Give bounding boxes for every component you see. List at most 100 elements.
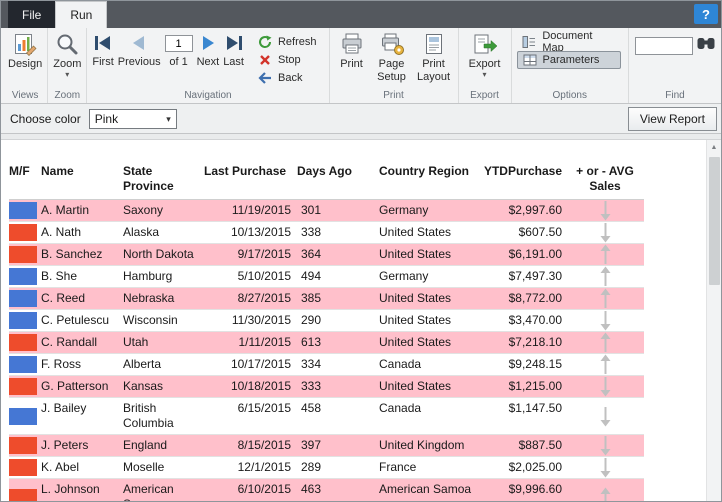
export-group-label: Export <box>470 90 499 101</box>
zoom-button[interactable]: Zoom ▾ <box>51 30 83 81</box>
previous-page-icon <box>131 32 147 54</box>
name-cell: C. Reed <box>41 291 86 305</box>
table-row: L. Johnson American Samoa 6/10/2015 463 … <box>9 479 644 501</box>
trend-arrow-icon <box>600 288 610 308</box>
next-page-label: Next <box>196 56 220 68</box>
export-label: Export <box>468 58 501 70</box>
last-page-label: Last <box>223 56 244 68</box>
options-group-label: Options <box>552 90 587 101</box>
design-button[interactable]: Design <box>6 30 44 73</box>
gender-color-box <box>9 437 37 454</box>
refresh-button[interactable]: Refresh <box>252 33 322 51</box>
vertical-scrollbar[interactable]: ▲ <box>706 140 721 501</box>
document-map-button[interactable]: Document Map <box>517 30 621 54</box>
page-number-input[interactable] <box>164 35 193 52</box>
design-label: Design <box>8 58 43 70</box>
choose-color-label: Choose color <box>10 111 81 126</box>
ytd-purchase-cell: $8,772.00 <box>508 291 562 305</box>
name-cell: B. She <box>41 269 78 283</box>
report-viewport: M/F Name State Province Last Purchase Da… <box>1 140 721 501</box>
stop-button[interactable]: Stop <box>252 51 322 69</box>
next-page-button[interactable]: Next <box>195 30 222 71</box>
ytd-purchase-cell: $887.50 <box>518 438 562 452</box>
gender-cell <box>9 356 41 373</box>
tab-run[interactable]: Run <box>55 1 108 28</box>
tab-strip: File Run ? <box>1 1 721 28</box>
gender-color-box <box>9 334 37 351</box>
zoom-icon <box>55 32 79 56</box>
country-region-cell: United States <box>379 313 452 327</box>
col-header-country: Country Region <box>379 164 469 178</box>
table-row: B. She Hamburg 5/10/2015 494 Germany $7,… <box>9 266 644 288</box>
print-label: Print <box>340 58 363 70</box>
ytd-purchase-cell: $3,470.00 <box>508 313 562 327</box>
zoom-group-label: Zoom <box>54 90 81 101</box>
days-ago-cell: 364 <box>301 247 322 261</box>
trend-arrow-icon <box>600 458 610 478</box>
scrollbar-up-arrow[interactable]: ▲ <box>710 144 718 151</box>
gender-cell <box>9 334 41 351</box>
export-button[interactable]: Export ▾ <box>462 30 508 81</box>
stop-label: Stop <box>277 54 301 66</box>
col-header-avg-sales: + or - AVG Sales <box>576 164 634 193</box>
first-page-button[interactable]: First <box>90 30 115 71</box>
previous-page-button[interactable]: Previous <box>116 30 163 71</box>
state-province-cell: Moselle <box>123 460 165 474</box>
ytd-purchase-cell: $2,025.00 <box>508 460 562 474</box>
find-group-label: Find <box>665 90 685 101</box>
table-header-row: M/F Name State Province Last Purchase Da… <box>9 164 644 200</box>
parameters-bar: Choose color Pink ▾ View Report <box>1 104 721 134</box>
state-province-cell: Utah <box>123 335 149 349</box>
trend-arrow-icon <box>600 377 610 397</box>
country-region-cell: United States <box>379 379 452 393</box>
country-region-cell: United Kingdom <box>379 438 465 452</box>
help-button[interactable]: ? <box>694 4 718 24</box>
gender-cell <box>9 488 41 501</box>
name-cell: C. Petulescu <box>41 313 110 327</box>
last-purchase-cell: 5/10/2015 <box>237 269 291 283</box>
page-setup-label: Page Setup <box>377 58 406 83</box>
page-setup-button[interactable]: Page Setup <box>371 30 413 85</box>
print-layout-button[interactable]: Print Layout <box>413 30 455 85</box>
trend-arrow-icon <box>600 332 610 352</box>
table-row: K. Abel Moselle 12/1/2015 289 France $2,… <box>9 457 644 479</box>
country-region-cell: United States <box>379 291 452 305</box>
gender-cell <box>9 224 41 241</box>
trend-arrow-icon <box>600 223 610 243</box>
avg-sales-cell <box>566 266 644 287</box>
gender-color-box <box>9 268 37 285</box>
scrollbar-thumb[interactable] <box>709 157 720 285</box>
avg-sales-cell <box>566 200 644 221</box>
days-ago-cell: 463 <box>301 482 322 496</box>
country-region-cell: United States <box>379 247 452 261</box>
find-input[interactable] <box>635 37 693 55</box>
gender-color-box <box>9 312 37 329</box>
country-region-cell: United States <box>379 225 452 239</box>
name-cell: J. Peters <box>41 438 89 452</box>
parameters-button[interactable]: Parameters <box>516 51 621 69</box>
col-header-ytd: YTDPurchase <box>483 164 562 178</box>
last-page-button[interactable]: Last <box>221 30 246 71</box>
table-row: F. Ross Alberta 10/17/2015 334 Canada $9… <box>9 354 644 376</box>
stop-icon <box>257 54 273 66</box>
name-cell: A. Martin <box>41 203 90 217</box>
view-report-button[interactable]: View Report <box>627 106 717 131</box>
find-binoculars-icon[interactable] <box>697 37 715 55</box>
print-button[interactable]: Print <box>333 30 371 73</box>
name-cell: G. Patterson <box>41 379 109 393</box>
zoom-dropdown-caret-icon: ▾ <box>65 69 70 79</box>
gender-cell <box>9 290 41 307</box>
ribbon-group-print: Print Page Setup Print Layout Print <box>330 28 459 103</box>
color-parameter-dropdown[interactable]: Pink ▾ <box>88 108 177 129</box>
days-ago-cell: 458 <box>301 401 322 415</box>
days-ago-cell: 289 <box>301 460 322 474</box>
avg-sales-cell <box>566 406 644 427</box>
days-ago-cell: 301 <box>301 203 322 217</box>
table-row: C. Randall Utah 1/11/2015 613 United Sta… <box>9 332 644 354</box>
last-page-icon <box>224 32 244 54</box>
trend-arrow-icon <box>600 436 610 456</box>
tab-file[interactable]: File <box>8 1 56 28</box>
last-purchase-cell: 8/15/2015 <box>237 438 291 452</box>
back-button[interactable]: Back <box>252 69 322 87</box>
previous-page-label: Previous <box>117 56 161 68</box>
